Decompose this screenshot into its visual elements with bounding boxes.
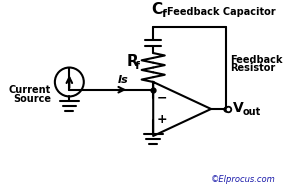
Text: out: out	[243, 107, 261, 117]
Text: V: V	[233, 101, 244, 115]
Text: R: R	[126, 54, 138, 69]
Text: ©Elprocus.com: ©Elprocus.com	[211, 175, 276, 184]
Text: f: f	[162, 9, 167, 19]
Text: Source: Source	[13, 94, 51, 104]
Text: Feedback: Feedback	[230, 55, 283, 65]
Text: C: C	[151, 2, 162, 17]
Text: Is: Is	[118, 75, 129, 85]
Text: Feedback Capacitor: Feedback Capacitor	[167, 7, 275, 17]
Text: f: f	[135, 61, 140, 71]
Text: +: +	[157, 113, 167, 126]
Text: Current: Current	[9, 85, 51, 95]
Text: −: −	[157, 92, 167, 105]
Text: Resistor: Resistor	[230, 64, 276, 74]
